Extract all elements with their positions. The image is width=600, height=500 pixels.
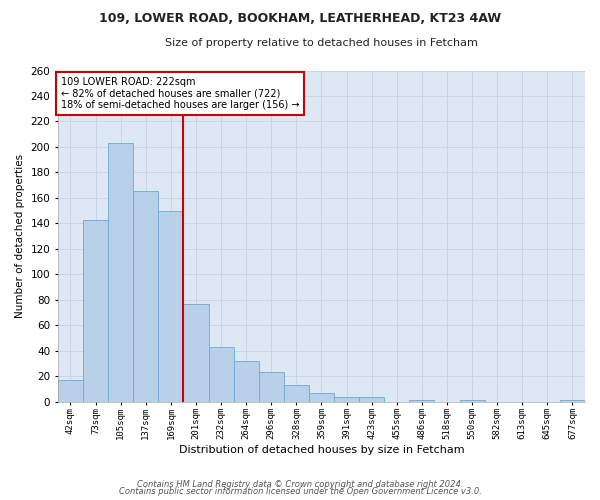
Bar [334, 396, 359, 402]
Text: Contains public sector information licensed under the Open Government Licence v3: Contains public sector information licen… [119, 487, 481, 496]
Bar [259, 372, 284, 402]
Title: Size of property relative to detached houses in Fetcham: Size of property relative to detached ho… [165, 38, 478, 48]
Bar [108, 143, 133, 402]
Bar [133, 192, 158, 402]
Bar [233, 361, 259, 402]
X-axis label: Distribution of detached houses by size in Fetcham: Distribution of detached houses by size … [179, 445, 464, 455]
Bar [460, 400, 485, 402]
Bar [158, 210, 184, 402]
Bar [560, 400, 585, 402]
Bar [284, 385, 309, 402]
Bar [359, 396, 384, 402]
Bar [184, 304, 209, 402]
Bar [209, 347, 233, 402]
Y-axis label: Number of detached properties: Number of detached properties [15, 154, 25, 318]
Text: Contains HM Land Registry data © Crown copyright and database right 2024.: Contains HM Land Registry data © Crown c… [137, 480, 463, 489]
Bar [409, 400, 434, 402]
Bar [309, 392, 334, 402]
Bar [83, 220, 108, 402]
Text: 109 LOWER ROAD: 222sqm
← 82% of detached houses are smaller (722)
18% of semi-de: 109 LOWER ROAD: 222sqm ← 82% of detached… [61, 77, 299, 110]
Text: 109, LOWER ROAD, BOOKHAM, LEATHERHEAD, KT23 4AW: 109, LOWER ROAD, BOOKHAM, LEATHERHEAD, K… [99, 12, 501, 26]
Bar [58, 380, 83, 402]
